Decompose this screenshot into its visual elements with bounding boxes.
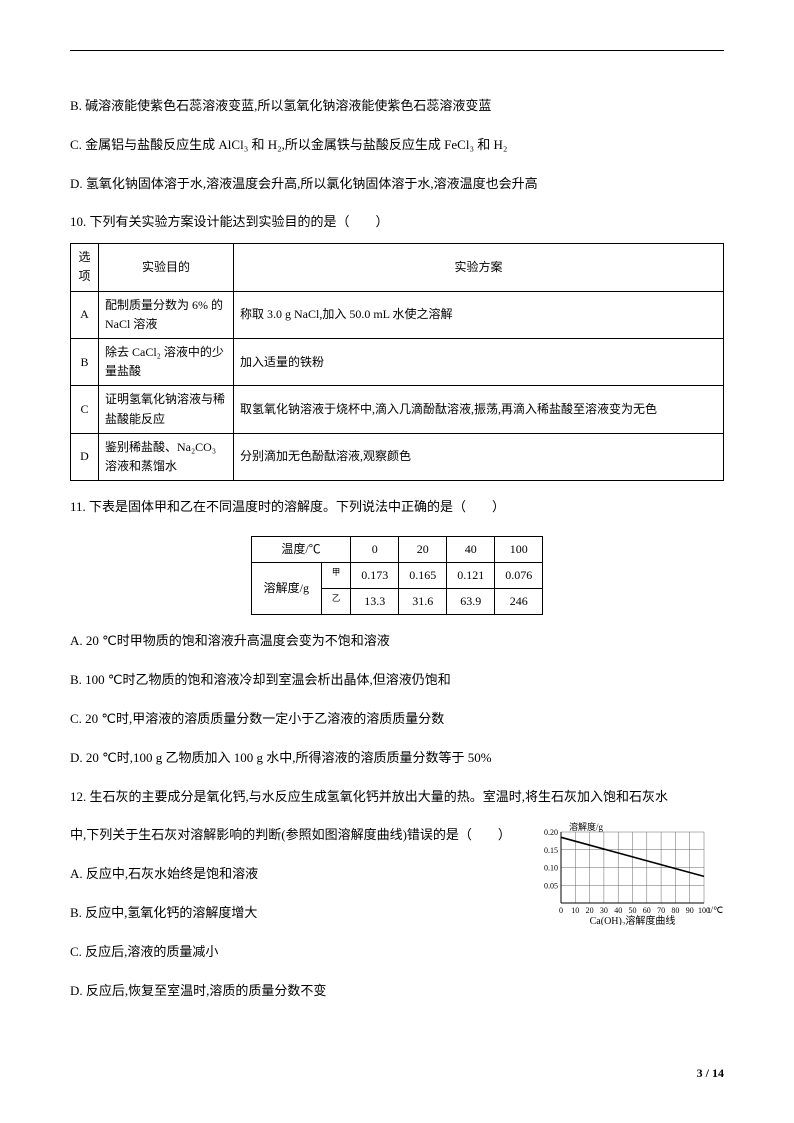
svg-text:0.20: 0.20 bbox=[544, 828, 558, 837]
svg-text:t/℃: t/℃ bbox=[708, 905, 723, 915]
q11-stem: 11. 下表是固体甲和乙在不同温度时的溶解度。下列说法中正确的是（ ） bbox=[70, 497, 724, 518]
svg-text:0.15: 0.15 bbox=[544, 846, 558, 855]
q10-table: 选项 实验目的 实验方案 A 配制质量分数为 6% 的 NaCl 溶液 称取 3… bbox=[70, 243, 724, 481]
opt-b: B. 碱溶液能使紫色石蕊溶液变蓝,所以氢氧化钠溶液能使紫色石蕊溶液变蓝 bbox=[70, 96, 724, 117]
q11-table: 温度/℃ 0 20 40 100 溶解度/g 甲 0.173 0.165 0.1… bbox=[251, 536, 543, 616]
page-total: 14 bbox=[712, 1066, 724, 1080]
q11-t3: 100 bbox=[495, 536, 543, 562]
q11-opt-d: D. 20 ℃时,100 g 乙物质加入 100 g 水中,所得溶液的溶质质量分… bbox=[70, 748, 724, 769]
q10-d-purpose: 鉴别稀盐酸、Na₂CO₃ 溶液和蒸馏水 bbox=[99, 433, 234, 480]
opt-d: D. 氢氧化钠固体溶于水,溶液温度会升高,所以氯化钠固体溶于水,溶液温度也会升高 bbox=[70, 174, 724, 195]
q11-b1: 31.6 bbox=[399, 589, 447, 615]
q11-t0: 0 bbox=[351, 536, 399, 562]
svg-text:50: 50 bbox=[629, 906, 637, 915]
q10-c-purpose: 证明氢氧化钠溶液与稀盐酸能反应 bbox=[99, 386, 234, 433]
q11-rowa-label: 甲 bbox=[321, 563, 350, 589]
svg-text:40: 40 bbox=[614, 906, 622, 915]
table-row: 选项 实验目的 实验方案 bbox=[71, 244, 724, 291]
svg-text:10: 10 bbox=[571, 906, 579, 915]
svg-text:0.10: 0.10 bbox=[544, 864, 558, 873]
page-footer: 3 / 14 bbox=[697, 1064, 724, 1083]
q11-t2: 40 bbox=[447, 536, 495, 562]
table-row: 温度/℃ 0 20 40 100 bbox=[251, 536, 542, 562]
q11-a3: 0.076 bbox=[495, 563, 543, 589]
top-rule bbox=[70, 50, 724, 51]
q10-a-opt: A bbox=[71, 291, 99, 338]
solubility-chart-svg: 0.050.100.150.200102030405060708090100溶解… bbox=[529, 820, 724, 925]
q11-opt-b: B. 100 ℃时乙物质的饱和溶液冷却到室温会析出晶体,但溶液仍饱和 bbox=[70, 670, 724, 691]
q10-c-opt: C bbox=[71, 386, 99, 433]
svg-text:80: 80 bbox=[671, 906, 679, 915]
svg-text:30: 30 bbox=[600, 906, 608, 915]
table-row: D 鉴别稀盐酸、Na₂CO₃ 溶液和蒸馏水 分别滴加无色酚酞溶液,观察颜色 bbox=[71, 433, 724, 480]
q11-a0: 0.173 bbox=[351, 563, 399, 589]
q11-opt-c: C. 20 ℃时,甲溶液的溶质质量分数一定小于乙溶液的溶质质量分数 bbox=[70, 709, 724, 730]
q10-th-opt: 选项 bbox=[71, 244, 99, 291]
opt-c: C. 金属铝与盐酸反应生成 AlCl₃ 和 H₂,所以金属铁与盐酸反应生成 Fe… bbox=[70, 135, 724, 156]
svg-text:70: 70 bbox=[657, 906, 665, 915]
svg-text:90: 90 bbox=[686, 906, 694, 915]
svg-text:0: 0 bbox=[559, 906, 563, 915]
q11-a2: 0.121 bbox=[447, 563, 495, 589]
q11-b3: 246 bbox=[495, 589, 543, 615]
svg-text:溶解度/g: 溶解度/g bbox=[569, 821, 604, 832]
q12-stem1: 12. 生石灰的主要成分是氧化钙,与水反应生成氢氧化钙并放出大量的热。室温时,将… bbox=[70, 787, 724, 808]
page-sep: / bbox=[703, 1066, 712, 1080]
q12-chart: 0.050.100.150.200102030405060708090100溶解… bbox=[529, 820, 724, 925]
q10-c-plan: 取氢氧化钠溶液于烧杯中,滴入几滴酚酞溶液,振荡,再滴入稀盐酸至溶液变为无色 bbox=[234, 386, 724, 433]
svg-text:Ca(OH)₂溶解度曲线: Ca(OH)₂溶解度曲线 bbox=[590, 914, 676, 925]
table-row: C 证明氢氧化钠溶液与稀盐酸能反应 取氢氧化钠溶液于烧杯中,滴入几滴酚酞溶液,振… bbox=[71, 386, 724, 433]
q11-t1: 20 bbox=[399, 536, 447, 562]
table-row: A 配制质量分数为 6% 的 NaCl 溶液 称取 3.0 g NaCl,加入 … bbox=[71, 291, 724, 338]
q12-opt-c: C. 反应后,溶液的质量减小 bbox=[70, 942, 724, 963]
svg-text:20: 20 bbox=[586, 906, 594, 915]
q10-b-purpose: 除去 CaCl₂ 溶液中的少量盐酸 bbox=[99, 338, 234, 385]
svg-text:0.05: 0.05 bbox=[544, 882, 558, 891]
q11-temp-label: 温度/℃ bbox=[251, 536, 350, 562]
svg-text:60: 60 bbox=[643, 906, 651, 915]
q10-d-plan: 分别滴加无色酚酞溶液,观察颜色 bbox=[234, 433, 724, 480]
q11-b2: 63.9 bbox=[447, 589, 495, 615]
q10-b-plan: 加入适量的铁粉 bbox=[234, 338, 724, 385]
table-row: 溶解度/g 甲 0.173 0.165 0.121 0.076 bbox=[251, 563, 542, 589]
q10-a-purpose: 配制质量分数为 6% 的 NaCl 溶液 bbox=[99, 291, 234, 338]
q10-stem: 10. 下列有关实验方案设计能达到实验目的的是（ ） bbox=[70, 212, 724, 233]
q11-a1: 0.165 bbox=[399, 563, 447, 589]
q10-th-purpose: 实验目的 bbox=[99, 244, 234, 291]
q12-opt-d: D. 反应后,恢复至室温时,溶质的质量分数不变 bbox=[70, 981, 724, 1002]
q11-opt-a: A. 20 ℃时甲物质的饱和溶液升高温度会变为不饱和溶液 bbox=[70, 631, 724, 652]
q10-b-opt: B bbox=[71, 338, 99, 385]
q10-d-opt: D bbox=[71, 433, 99, 480]
q11-rowb-label: 乙 bbox=[321, 589, 350, 615]
q10-th-plan: 实验方案 bbox=[234, 244, 724, 291]
table-row: B 除去 CaCl₂ 溶液中的少量盐酸 加入适量的铁粉 bbox=[71, 338, 724, 385]
q11-b0: 13.3 bbox=[351, 589, 399, 615]
q10-a-plan: 称取 3.0 g NaCl,加入 50.0 mL 水使之溶解 bbox=[234, 291, 724, 338]
q11-sol-label: 溶解度/g bbox=[251, 563, 321, 615]
